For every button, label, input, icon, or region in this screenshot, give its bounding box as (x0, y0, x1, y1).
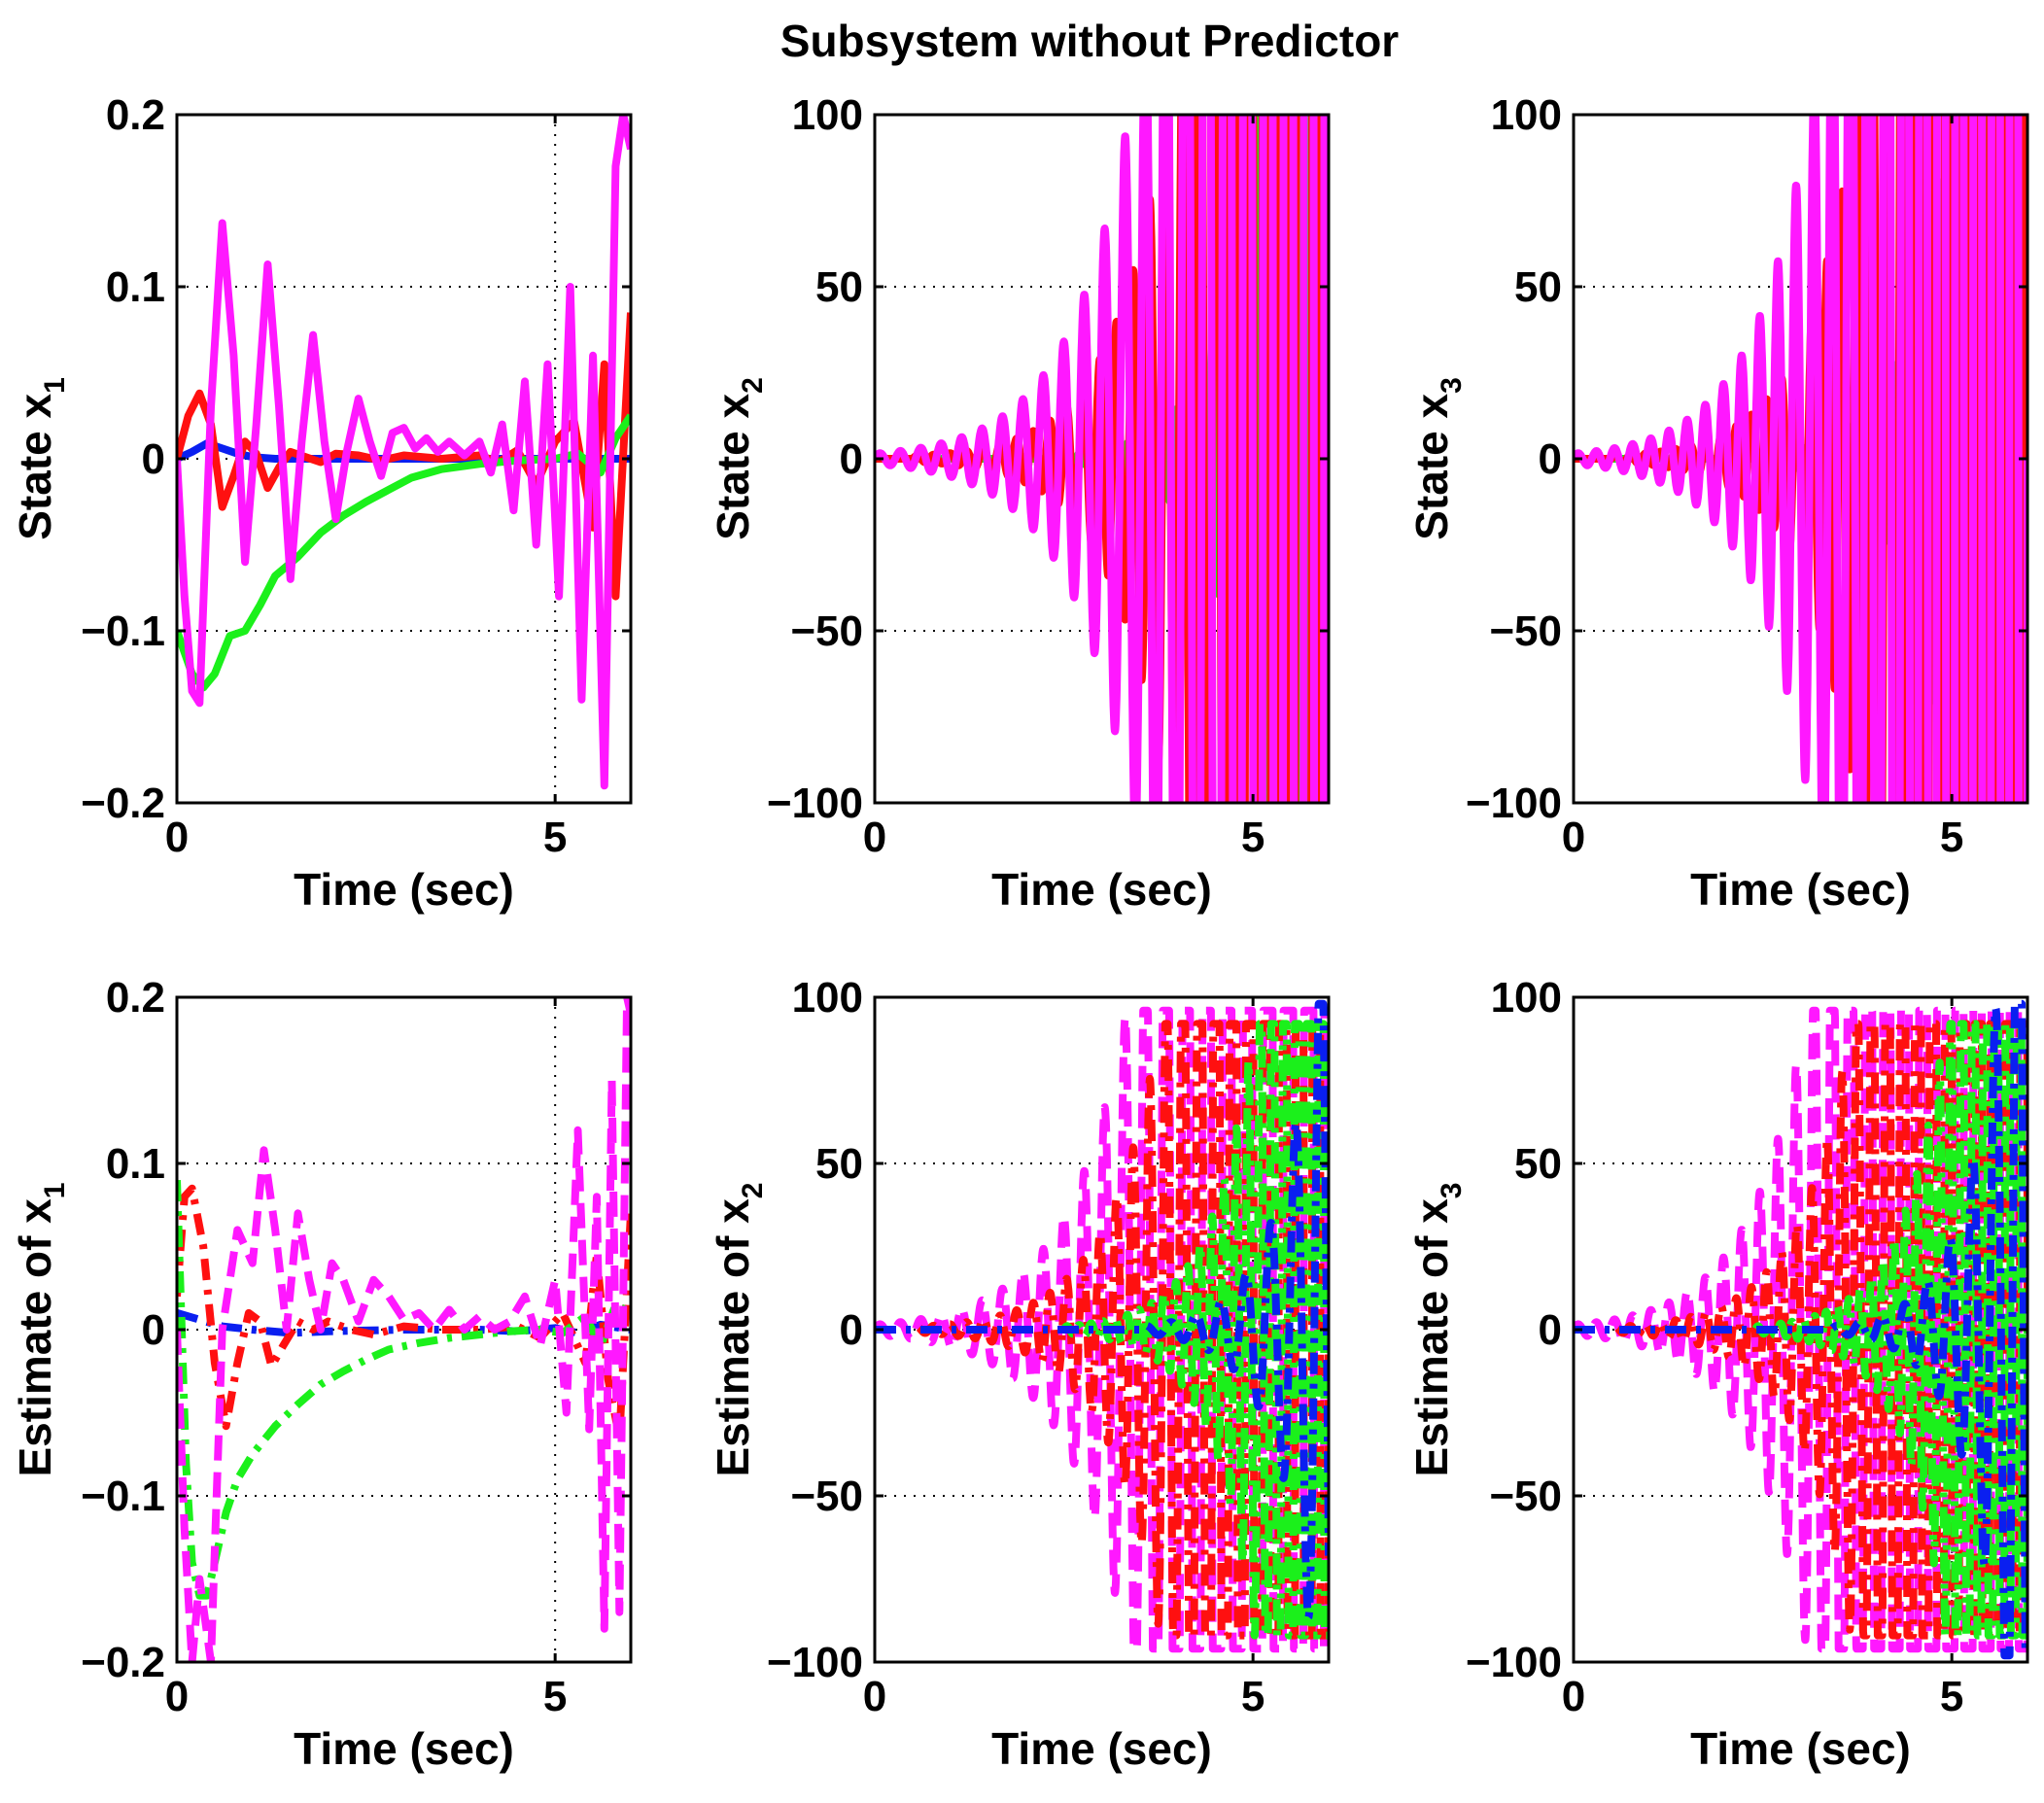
x-axis-label: Time (sec) (294, 1723, 514, 1774)
series-group (875, 115, 1329, 803)
x-axis-label: Time (sec) (991, 1723, 1212, 1774)
chart-panel-top-right: −100 −50 0 50 100 0 5 Time (sec) State x3 (1406, 91, 2029, 915)
y-axis-label-subscript: 3 (1436, 377, 1468, 394)
x-tick-label: 5 (1940, 814, 1963, 861)
y-axis-label-subscript: 1 (39, 377, 71, 394)
y-axis-label: Estimate of x1 (10, 1183, 71, 1477)
y-tick-label: −0.1 (81, 1473, 165, 1520)
series-line-x1-magenta (177, 115, 631, 790)
series-line-x3-estimate-green (1574, 1020, 2027, 1640)
y-axis-label-subscript: 2 (737, 377, 769, 394)
y-tick-label: 100 (792, 91, 863, 139)
y-tick-label: −50 (1489, 607, 1562, 655)
x-tick-label: 5 (1940, 1673, 1963, 1720)
y-tick-label: 0 (840, 435, 863, 483)
x-tick-label: 5 (543, 1673, 567, 1720)
chart-panel-bottom-left: −0.2 −0.1 0 0.1 0.2 0 5 Time (sec) Estimate of x… (10, 974, 633, 1774)
series-line-x3-estimate-magenta (1574, 1006, 2027, 1653)
y-tick-label: −100 (767, 1639, 863, 1686)
y-tick-label: 100 (792, 974, 863, 1022)
y-tick-label: 50 (1514, 263, 1562, 311)
series-line-x3-magenta (1574, 115, 2027, 803)
y-tick-label: 50 (815, 1140, 863, 1188)
y-tick-label: 0.2 (106, 974, 165, 1022)
x-tick-label: 0 (165, 814, 189, 861)
y-axis-label-main: Estimate of x (10, 1198, 60, 1477)
series-group (1574, 115, 2027, 803)
y-tick-label: −0.2 (81, 1639, 165, 1686)
x-tick-label: 0 (165, 1673, 189, 1720)
figure-title: Subsystem without Predictor (780, 16, 1400, 66)
x-tick-label: 0 (863, 814, 886, 861)
y-axis-label-main: Estimate of x (1406, 1198, 1457, 1477)
y-tick-label: 0 (1539, 1306, 1562, 1354)
y-axis-label: State x2 (708, 377, 769, 540)
x-axis-label: Time (sec) (1690, 1723, 1911, 1774)
y-axis-label: State x1 (10, 377, 71, 540)
x-tick-label: 0 (1562, 1673, 1585, 1720)
y-tick-label: 0 (142, 435, 165, 483)
series-group (177, 997, 631, 1662)
y-axis-label-subscript: 1 (39, 1183, 71, 1199)
series-line-x2-estimate-green (875, 1020, 1329, 1640)
y-tick-label: −0.2 (81, 780, 165, 827)
y-tick-label: 0.1 (106, 1140, 165, 1188)
y-axis-label: Estimate of x3 (1406, 1183, 1468, 1477)
x-tick-label: 5 (1241, 1673, 1265, 1720)
y-tick-label: −50 (1489, 1473, 1562, 1520)
y-tick-label: 0 (840, 1306, 863, 1354)
chart-panel-top-left: −0.2 −0.1 0 0.1 0.2 0 5 Time (sec) State x1 (10, 91, 633, 915)
y-tick-label: 0.1 (106, 263, 165, 311)
y-tick-label: 50 (1514, 1140, 1562, 1188)
y-tick-label: 100 (1491, 974, 1562, 1022)
chart-panel-bottom-right: −100 −50 0 50 100 0 5 Time (sec) Estimate of x3 (1406, 974, 2029, 1774)
y-axis-label-subscript: 3 (1436, 1183, 1468, 1199)
y-axis-label-main: Estimate of x (708, 1198, 758, 1477)
y-axis-label-subscript: 2 (737, 1183, 769, 1199)
y-axis-label-main: State x (10, 394, 60, 540)
x-axis-label: Time (sec) (1690, 864, 1911, 915)
x-axis-label: Time (sec) (294, 864, 514, 915)
y-tick-label: 0 (1539, 435, 1562, 483)
series-line-x2-estimate-blue (875, 999, 1329, 1621)
x-axis-label: Time (sec) (991, 864, 1212, 915)
series-line-x3-estimate-red (1574, 1020, 2027, 1640)
y-tick-label: −50 (790, 1473, 863, 1520)
x-tick-label: 5 (543, 814, 567, 861)
y-axis-label: Estimate of x2 (708, 1183, 769, 1477)
y-tick-label: −100 (1466, 1639, 1562, 1686)
x-tick-label: 0 (863, 1673, 886, 1720)
series-line-x1-estimate-magenta (177, 997, 631, 1662)
y-axis-label-main: State x (708, 394, 758, 540)
y-tick-label: −0.1 (81, 607, 165, 655)
series-line-x2-estimate-magenta (875, 1006, 1329, 1653)
x-tick-label: 5 (1241, 814, 1265, 861)
series-group (1574, 999, 2027, 1660)
y-tick-label: −100 (767, 780, 863, 827)
series-group (875, 999, 1329, 1653)
y-tick-label: 100 (1491, 91, 1562, 139)
chart-panel-top-middle: −100 −50 0 50 100 0 5 Time (sec) State x2 (708, 91, 1331, 915)
y-tick-label: 0.2 (106, 91, 165, 139)
y-tick-label: 0 (142, 1306, 165, 1354)
series-line-x2-magenta (875, 115, 1329, 803)
y-tick-label: −100 (1466, 780, 1562, 827)
y-tick-label: 50 (815, 263, 863, 311)
series-line-x2-estimate-red (875, 1020, 1329, 1640)
y-axis-label-main: State x (1406, 394, 1457, 540)
y-axis-label: State x3 (1406, 377, 1468, 540)
series-group (177, 115, 631, 790)
y-tick-label: −50 (790, 607, 863, 655)
x-tick-label: 0 (1562, 814, 1585, 861)
chart-panel-bottom-middle: −100 −50 0 50 100 0 5 Time (sec) Estimate of x2 (708, 974, 1331, 1774)
